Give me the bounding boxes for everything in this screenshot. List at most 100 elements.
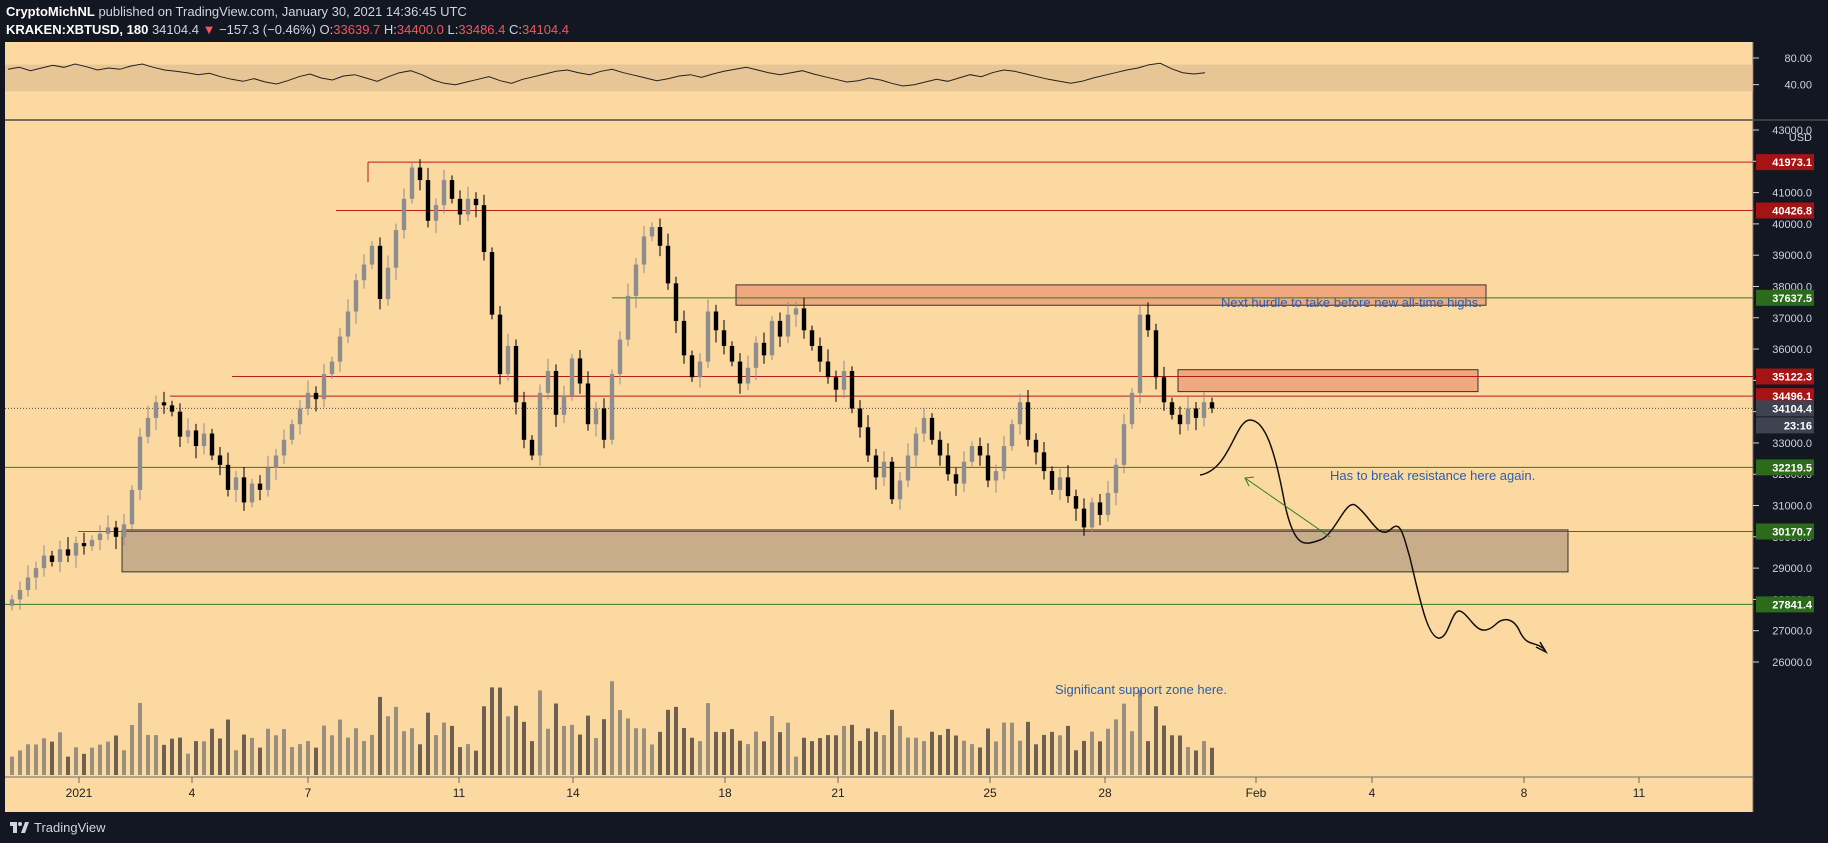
volume-bar [1130, 731, 1134, 775]
volume-bar [354, 728, 358, 775]
time-tick-label: 11 [1633, 786, 1646, 800]
level-badge[interactable] [1756, 400, 1814, 417]
level-badge[interactable] [1756, 368, 1814, 385]
candle-body [449, 180, 455, 199]
level-badge-label: 35122.3 [1772, 372, 1812, 384]
candle-body [1129, 392, 1135, 425]
candle-body [833, 377, 839, 390]
level-badge-label: 27841.4 [1772, 599, 1813, 611]
tradingview-logo-icon[interactable] [8, 819, 30, 835]
volume-bar [378, 696, 382, 775]
candle-body [425, 180, 431, 221]
time-tick-label: 21 [831, 786, 845, 800]
candle-body [801, 308, 807, 331]
candle-body [113, 527, 119, 537]
candle-body [873, 455, 879, 478]
volume-bar [810, 741, 814, 775]
last-price: 34104.4 [151, 22, 199, 37]
price-tick-label: 41000.0 [1772, 188, 1812, 200]
candle-body [545, 370, 551, 393]
level-badge[interactable] [1756, 388, 1814, 405]
candle-body [977, 446, 983, 456]
candle-body [361, 264, 367, 281]
time-tick-label: 7 [305, 786, 312, 800]
volume-bar [394, 706, 398, 775]
level-badge-label: 34496.1 [1772, 391, 1812, 403]
level-badge[interactable] [1756, 459, 1814, 476]
candle-body [633, 264, 639, 296]
candle-body [1001, 446, 1007, 472]
candle-body [345, 311, 351, 337]
volume-bar [298, 744, 302, 775]
candle-body [369, 245, 375, 265]
volume-bar [162, 744, 166, 775]
volume-bar [962, 740, 966, 775]
volume-bar [858, 740, 862, 775]
candle-body [177, 411, 183, 437]
price-chart[interactable]: Next hurdle to take before new all-time … [0, 42, 1828, 812]
volume-bar [66, 756, 70, 775]
time-tick-label: 4 [1369, 786, 1376, 800]
candle-body [1057, 477, 1063, 490]
candle-body [521, 402, 527, 440]
volume-bar [866, 728, 870, 775]
candle-body [1201, 402, 1207, 418]
candle-body [1097, 502, 1103, 515]
volume-bar [498, 687, 502, 775]
level-badge-label: 41973.1 [1772, 157, 1812, 169]
volume-bar [738, 740, 742, 775]
price-tick-label: 27000.0 [1772, 626, 1812, 638]
volume-bar [906, 737, 910, 775]
volume-bar [1018, 740, 1022, 775]
candle-body [625, 295, 631, 340]
volume-bar [578, 734, 582, 775]
level-badge[interactable] [1756, 596, 1814, 613]
volume-bar [602, 719, 606, 775]
level-badge[interactable] [1756, 154, 1814, 171]
candle-body [1193, 408, 1199, 418]
volume-bar [618, 710, 622, 775]
candle-body [617, 339, 623, 375]
candle-body [401, 198, 407, 231]
level-badge-label: 30170.7 [1772, 526, 1812, 538]
time-axis[interactable]: 2021 4 7 11 14 18 21 25 28 Feb 4 8 11 [66, 777, 1646, 800]
volume-bar [946, 728, 950, 775]
low-label: L: [447, 22, 459, 37]
candle-body [585, 383, 591, 425]
candle-body [969, 446, 975, 462]
level-badge[interactable] [1756, 289, 1814, 306]
candle-body [897, 480, 903, 500]
candle-body [1209, 402, 1215, 409]
volume-bar [1042, 734, 1046, 775]
volume-bar [98, 744, 102, 775]
volume-bar [434, 735, 438, 775]
volume-bar [442, 722, 446, 775]
candle-body [993, 471, 999, 481]
tradingview-brand[interactable]: TradingView [34, 820, 106, 835]
candles-layer [9, 159, 1215, 611]
volume-bar [570, 724, 574, 775]
volume-bar [818, 738, 822, 775]
candle-body [881, 461, 887, 478]
author-name[interactable]: CryptoMichNL [6, 4, 95, 19]
volume-bar [1034, 744, 1038, 775]
volume-bar [922, 741, 926, 775]
level-badge[interactable] [1756, 523, 1814, 540]
volume-bar [634, 728, 638, 775]
volume-bar [1186, 747, 1190, 775]
level-badge[interactable] [1756, 202, 1814, 219]
volume-bar [842, 725, 846, 775]
candle-body [193, 430, 199, 447]
candle-body [721, 330, 727, 346]
volume-bar [26, 744, 30, 775]
time-tick-label: 4 [189, 786, 196, 800]
candle-body [489, 252, 495, 315]
price-tick-label: 26000.0 [1772, 657, 1812, 669]
volume-bar [282, 729, 286, 775]
close-value: 34104.4 [522, 22, 569, 37]
candle-body [465, 198, 471, 215]
volume-bar [994, 741, 998, 775]
volume-bar [674, 706, 678, 775]
candle-body [201, 433, 207, 447]
candle-body [777, 320, 783, 337]
